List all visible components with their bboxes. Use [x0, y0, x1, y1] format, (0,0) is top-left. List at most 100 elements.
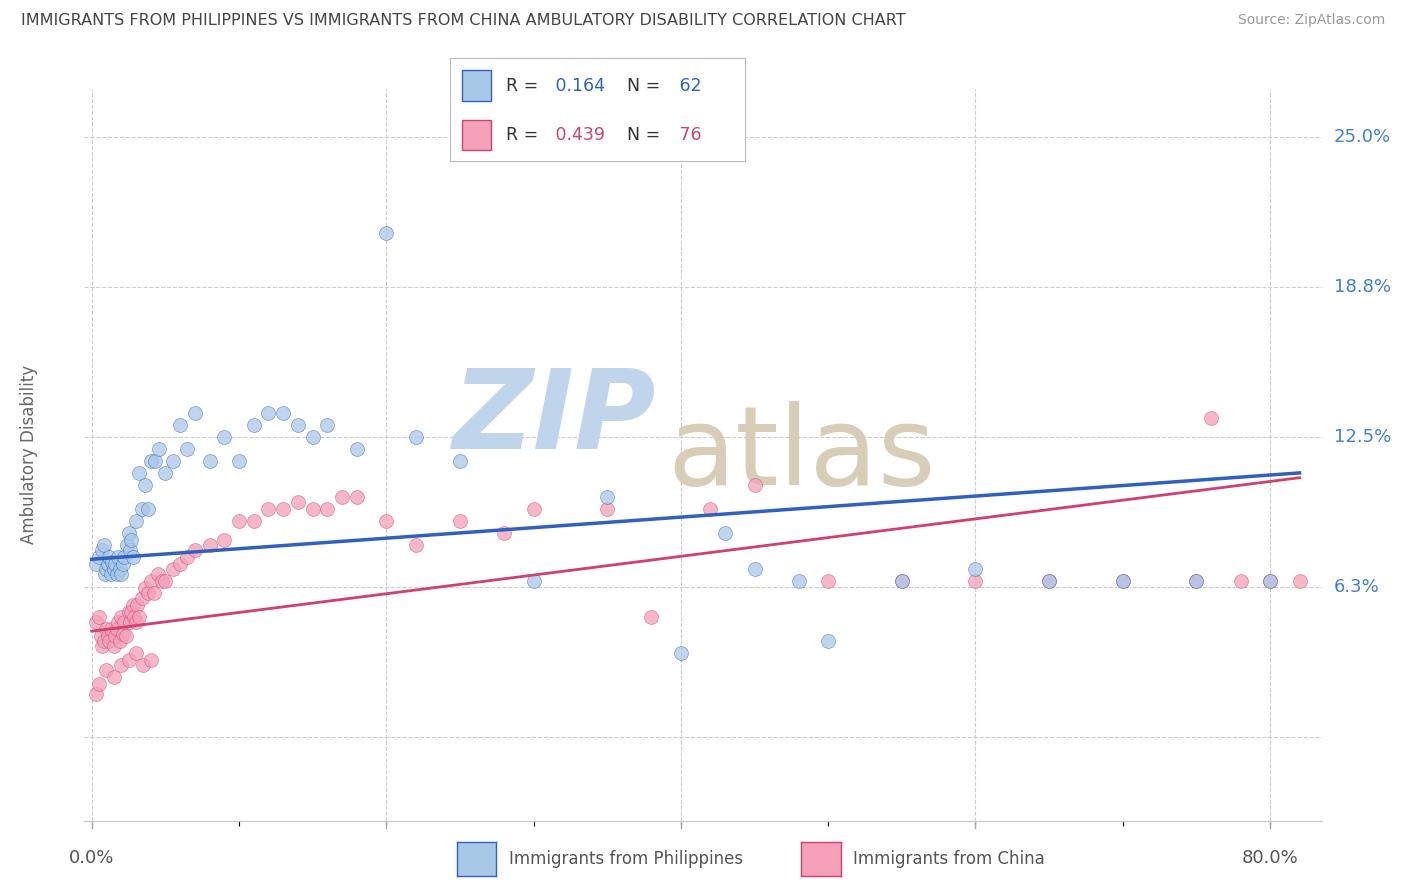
- Point: [316, 501, 339, 516]
- Text: 80.0%: 80.0%: [1241, 849, 1299, 867]
- Point: [125, 615, 148, 629]
- Point: [97, 557, 120, 571]
- Point: [117, 525, 139, 540]
- Text: N =: N =: [627, 77, 661, 95]
- Point: [136, 586, 159, 600]
- Point: [118, 542, 141, 557]
- Point: [128, 466, 150, 480]
- Point: [890, 574, 912, 588]
- Point: [121, 605, 143, 619]
- Point: [152, 574, 174, 588]
- Point: [128, 609, 150, 624]
- Text: 18.8%: 18.8%: [1334, 278, 1391, 296]
- Point: [112, 615, 135, 629]
- Point: [184, 406, 207, 420]
- Point: [117, 605, 139, 619]
- Point: [105, 566, 128, 581]
- Point: [965, 562, 987, 576]
- Point: [228, 514, 250, 528]
- Point: [1185, 574, 1208, 588]
- Point: [596, 490, 619, 504]
- Bar: [461, 120, 491, 150]
- Point: [131, 591, 153, 605]
- Point: [107, 615, 129, 629]
- Point: [287, 417, 309, 432]
- Point: [162, 454, 184, 468]
- Point: [817, 574, 839, 588]
- Point: [375, 514, 398, 528]
- Point: [214, 533, 236, 547]
- Point: [93, 633, 115, 648]
- Text: 0.0%: 0.0%: [69, 849, 114, 867]
- Point: [155, 574, 177, 588]
- Point: [169, 557, 191, 571]
- Bar: [461, 70, 491, 101]
- Point: [84, 557, 107, 571]
- Point: [87, 677, 110, 691]
- Point: [101, 555, 124, 569]
- Point: [103, 562, 125, 576]
- Point: [330, 490, 353, 504]
- Point: [346, 442, 368, 456]
- Text: 76: 76: [675, 126, 702, 144]
- Point: [148, 442, 170, 456]
- Point: [90, 629, 112, 643]
- Point: [94, 566, 117, 581]
- Point: [98, 549, 121, 564]
- Point: [1038, 574, 1060, 588]
- Point: [103, 670, 125, 684]
- Point: [494, 525, 516, 540]
- Point: [1258, 574, 1281, 588]
- Point: [108, 562, 131, 576]
- Point: [104, 629, 127, 643]
- Point: [271, 406, 294, 420]
- Point: [132, 657, 155, 672]
- Point: [87, 549, 110, 564]
- Point: [1229, 574, 1251, 588]
- Point: [162, 562, 184, 576]
- Point: [714, 525, 737, 540]
- Point: [699, 501, 721, 516]
- Point: [115, 538, 138, 552]
- Text: 62: 62: [675, 77, 702, 95]
- Point: [111, 626, 134, 640]
- Point: [110, 566, 132, 581]
- Point: [346, 490, 368, 504]
- Point: [214, 430, 236, 444]
- Point: [122, 549, 145, 564]
- Point: [139, 653, 162, 667]
- Point: [523, 501, 546, 516]
- Text: Immigrants from China: Immigrants from China: [853, 850, 1045, 868]
- Point: [103, 639, 125, 653]
- Text: 25.0%: 25.0%: [1334, 128, 1391, 146]
- Point: [405, 538, 427, 552]
- Point: [155, 466, 177, 480]
- Point: [84, 687, 107, 701]
- Text: IMMIGRANTS FROM PHILIPPINES VS IMMIGRANTS FROM CHINA AMBULATORY DISABILITY CORRE: IMMIGRANTS FROM PHILIPPINES VS IMMIGRANT…: [21, 13, 905, 29]
- Text: N =: N =: [627, 126, 661, 144]
- Text: 0.164: 0.164: [550, 77, 606, 95]
- Point: [287, 494, 309, 508]
- Point: [114, 629, 136, 643]
- Point: [142, 586, 165, 600]
- Point: [96, 622, 118, 636]
- Point: [110, 657, 132, 672]
- Point: [1112, 574, 1135, 588]
- Point: [96, 562, 118, 576]
- Point: [169, 417, 191, 432]
- Point: [257, 406, 280, 420]
- Point: [97, 629, 120, 643]
- Point: [449, 454, 471, 468]
- Point: [136, 501, 159, 516]
- Point: [1288, 574, 1310, 588]
- Point: [134, 478, 156, 492]
- Point: [1258, 574, 1281, 588]
- Text: 0.439: 0.439: [550, 126, 606, 144]
- Point: [111, 557, 134, 571]
- Point: [228, 454, 250, 468]
- Text: Immigrants from Philippines: Immigrants from Philippines: [509, 850, 744, 868]
- Text: ZIP: ZIP: [453, 365, 657, 472]
- Point: [108, 633, 131, 648]
- Point: [125, 514, 148, 528]
- Point: [117, 653, 139, 667]
